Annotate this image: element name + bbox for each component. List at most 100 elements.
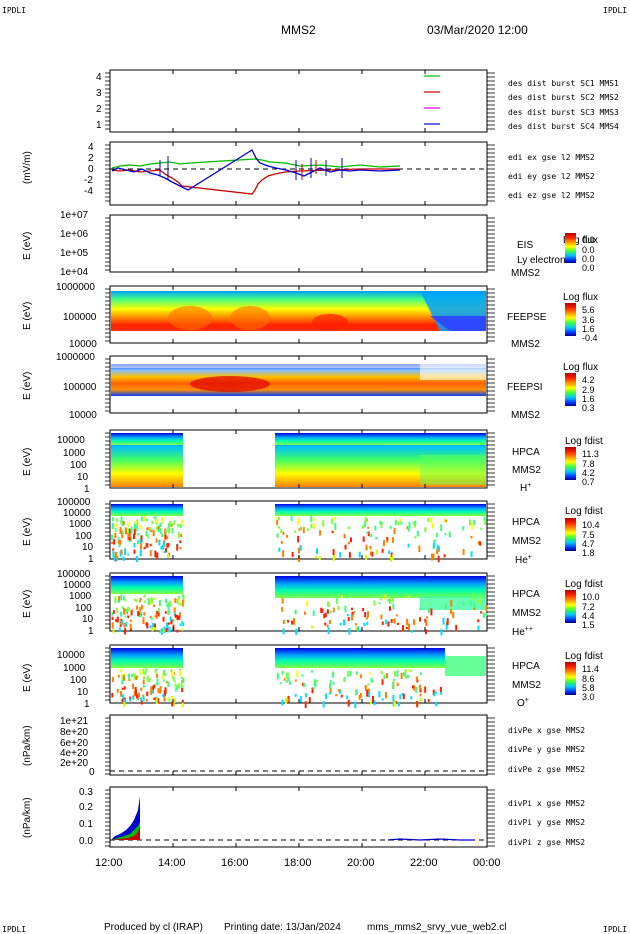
legend-entry: edi ez gse l2 MMS2 (508, 191, 595, 200)
speckle-mark (117, 540, 120, 544)
speckle-mark (154, 615, 157, 618)
speckle-mark (150, 598, 153, 604)
ytick: 0 (88, 164, 94, 175)
cb-tick: 3.6 (582, 315, 595, 325)
speckle-mark (381, 548, 384, 553)
speckle-mark (122, 694, 125, 701)
speckle-mark (290, 516, 293, 522)
speckle-mark (440, 692, 443, 695)
speckle-mark (182, 594, 185, 598)
speckle-mark (150, 617, 153, 620)
panel-feeps-electrons: 1000000 100000 10000 E (eV) FEEPSE MMS2 … (22, 282, 598, 350)
speckle-mark (472, 594, 475, 601)
speckle-mark (142, 668, 145, 675)
speckle-mark (120, 668, 123, 672)
speckle-mark (153, 597, 156, 600)
spectrogram-speckle (111, 594, 488, 636)
speckle-mark (144, 671, 147, 676)
speckle-mark (311, 625, 314, 629)
speckle-mark (139, 669, 142, 675)
legend-entry: edi ex gse l2 MMS2 (508, 153, 595, 162)
speckle-mark (139, 611, 142, 618)
speckle-mark (294, 679, 297, 682)
speckle-mark (297, 518, 300, 525)
speckle-mark (142, 679, 145, 685)
speckle-mark (146, 543, 149, 548)
y-axis-label: (nPa/km) (22, 797, 33, 838)
panel-hpca-o: 10000 1000 100 10 1 E (eV) HPCA MMS2 O+ … (22, 644, 603, 710)
speckle-mark (350, 537, 352, 543)
speckle-mark (128, 533, 131, 537)
speckle-mark (294, 609, 297, 615)
speckle-mark (159, 688, 162, 694)
speckle-mark (163, 550, 166, 553)
species-label: H+ (520, 482, 531, 494)
xtick: 12:00 (95, 857, 123, 869)
speckle-mark (371, 679, 374, 683)
speckle-mark (366, 531, 369, 534)
speckle-mark (418, 545, 421, 553)
speckle-mark (121, 605, 124, 609)
speckle-mark (159, 528, 162, 535)
speckle-mark (353, 611, 355, 614)
time-axis: 12:00 14:00 16:00 18:00 20:00 22:00 00:0… (95, 857, 501, 869)
speckle-mark (115, 523, 118, 528)
speckle-mark (436, 532, 438, 538)
speckle-mark (164, 687, 167, 695)
panel-frame (109, 69, 488, 133)
speckle-mark (114, 527, 117, 532)
speckle-mark (479, 599, 482, 605)
spectrogram-speckle (111, 516, 487, 563)
speckle-mark (413, 685, 416, 691)
legend-entry: divPi y gse MMS2 (508, 818, 585, 827)
speckle-mark (143, 676, 145, 680)
speckle-mark (407, 595, 410, 598)
speckle-mark (386, 537, 389, 543)
colorbar-title: Log fdist (565, 651, 603, 662)
speckle-mark (139, 539, 142, 544)
speckle-mark (163, 696, 166, 702)
speckle-mark (116, 688, 119, 693)
speckle-mark (310, 523, 313, 529)
speckle-mark (416, 701, 419, 708)
speckle-mark (392, 694, 395, 702)
speckle-mark (332, 607, 335, 613)
speckle-mark (450, 600, 453, 607)
y-axis-label: E (eV) (22, 232, 33, 260)
panel-frame (109, 786, 488, 848)
footer-produced: Produced by cl (IRAP) (104, 922, 203, 933)
speckle-mark (433, 692, 436, 697)
speckle-mark (112, 551, 115, 558)
speckle-mark (287, 620, 290, 623)
speckle-mark (378, 602, 381, 605)
ytick: 0.1 (79, 819, 93, 830)
speckle-mark (180, 682, 183, 688)
speckle-mark (173, 698, 176, 703)
speckle-mark (351, 614, 354, 621)
speckle-mark (133, 542, 136, 548)
speckle-mark (296, 670, 299, 678)
speckle-mark (390, 552, 393, 557)
ytick: 1000 (63, 663, 86, 674)
speckle-mark (155, 612, 158, 619)
speckle-mark (120, 516, 123, 523)
y-axis-label: (mV/m) (22, 151, 33, 184)
speckle-mark (181, 519, 183, 526)
speckle-mark (440, 629, 443, 636)
speckle-mark (397, 521, 400, 526)
speckle-mark (398, 701, 400, 707)
speckle-mark (462, 549, 465, 555)
speckle-mark (348, 552, 351, 558)
instrument-label: HPCA (512, 517, 540, 528)
speckle-mark (402, 625, 404, 632)
speckle-mark (171, 528, 174, 534)
speckle-mark (365, 544, 368, 551)
y-axis-label: E (eV) (22, 518, 33, 546)
colorbar (565, 233, 576, 263)
speckle-mark (434, 691, 437, 695)
speckle-mark (369, 551, 372, 556)
speckle-mark (343, 619, 346, 626)
speckle-mark (137, 697, 140, 701)
speckle-mark (420, 697, 423, 701)
speckle-mark (365, 518, 368, 522)
